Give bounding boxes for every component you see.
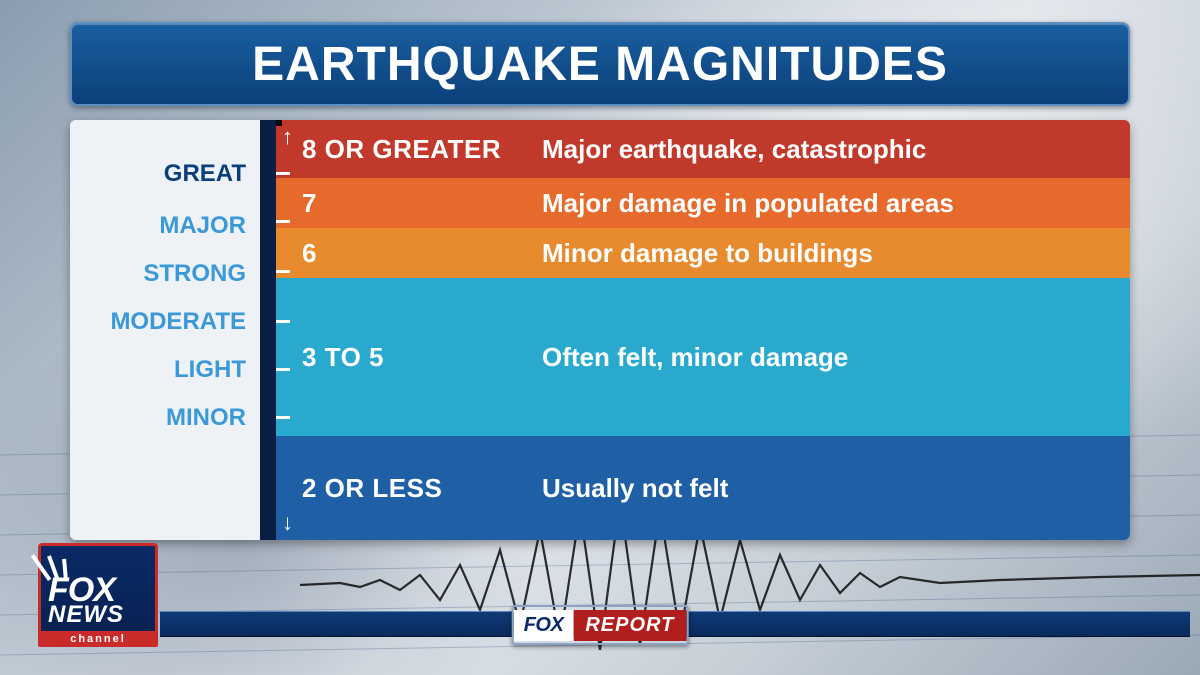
magnitude-value: 2 OR LESS [302, 473, 542, 504]
magnitude-row: 7Major damage in populated areas [276, 178, 1130, 228]
ruler-tick [276, 270, 290, 273]
magnitude-row: 2 OR LESSUsually not felt [276, 436, 1130, 540]
magnitude-row: 6Minor damage to buildings [276, 228, 1130, 278]
logo-channel-text: channel [38, 631, 158, 647]
category-labels-column: GREAT MAJOR STRONG MODERATE LIGHT MINOR [70, 120, 260, 540]
category-label: GREAT [70, 160, 246, 188]
show-badge-fox: FOX [514, 610, 574, 641]
ruler-tick [276, 368, 290, 371]
ruler-tick [276, 220, 290, 223]
magnitude-description: Major damage in populated areas [542, 188, 954, 219]
network-logo: FOX NEWS channel [38, 543, 158, 647]
magnitude-panel: GREAT MAJOR STRONG MODERATE LIGHT MINOR ↑ ↓ 8… [70, 120, 1130, 540]
scale-ruler: ↑ ↓ [260, 120, 276, 540]
magnitude-row: 8 OR GREATERMajor earthquake, catastroph… [276, 120, 1130, 178]
magnitude-row: 3 TO 5Often felt, minor damage [276, 278, 1130, 436]
magnitude-value: 6 [302, 238, 542, 269]
magnitude-value: 8 OR GREATER [302, 134, 542, 165]
magnitude-description: Usually not felt [542, 473, 728, 504]
ruler-tick [276, 172, 290, 175]
show-badge-report: REPORT [573, 610, 686, 641]
ruler-tick [276, 416, 290, 419]
category-label: STRONG [70, 260, 246, 288]
magnitude-description: Minor damage to buildings [542, 238, 873, 269]
logo-news-text: NEWS [48, 601, 124, 629]
ruler-tick [276, 320, 290, 323]
arrow-up-icon: ↑ [282, 124, 293, 150]
magnitude-value: 7 [302, 188, 542, 219]
title-bar: EARTHQUAKE MAGNITUDES [70, 22, 1130, 106]
magnitude-description: Often felt, minor damage [542, 342, 848, 373]
category-label: MINOR [70, 404, 246, 432]
title-text: EARTHQUAKE MAGNITUDES [252, 37, 948, 92]
category-label: MODERATE [70, 308, 246, 336]
show-badge: FOX REPORT [512, 605, 689, 645]
magnitude-rows: 8 OR GREATERMajor earthquake, catastroph… [276, 120, 1130, 540]
category-label: LIGHT [70, 356, 246, 384]
magnitude-value: 3 TO 5 [302, 342, 542, 373]
category-label: MAJOR [70, 212, 246, 240]
magnitude-description: Major earthquake, catastrophic [542, 134, 926, 165]
arrow-down-icon: ↓ [282, 510, 293, 536]
infographic-stage: EARTHQUAKE MAGNITUDES GREAT MAJOR STRONG MO… [0, 0, 1200, 675]
